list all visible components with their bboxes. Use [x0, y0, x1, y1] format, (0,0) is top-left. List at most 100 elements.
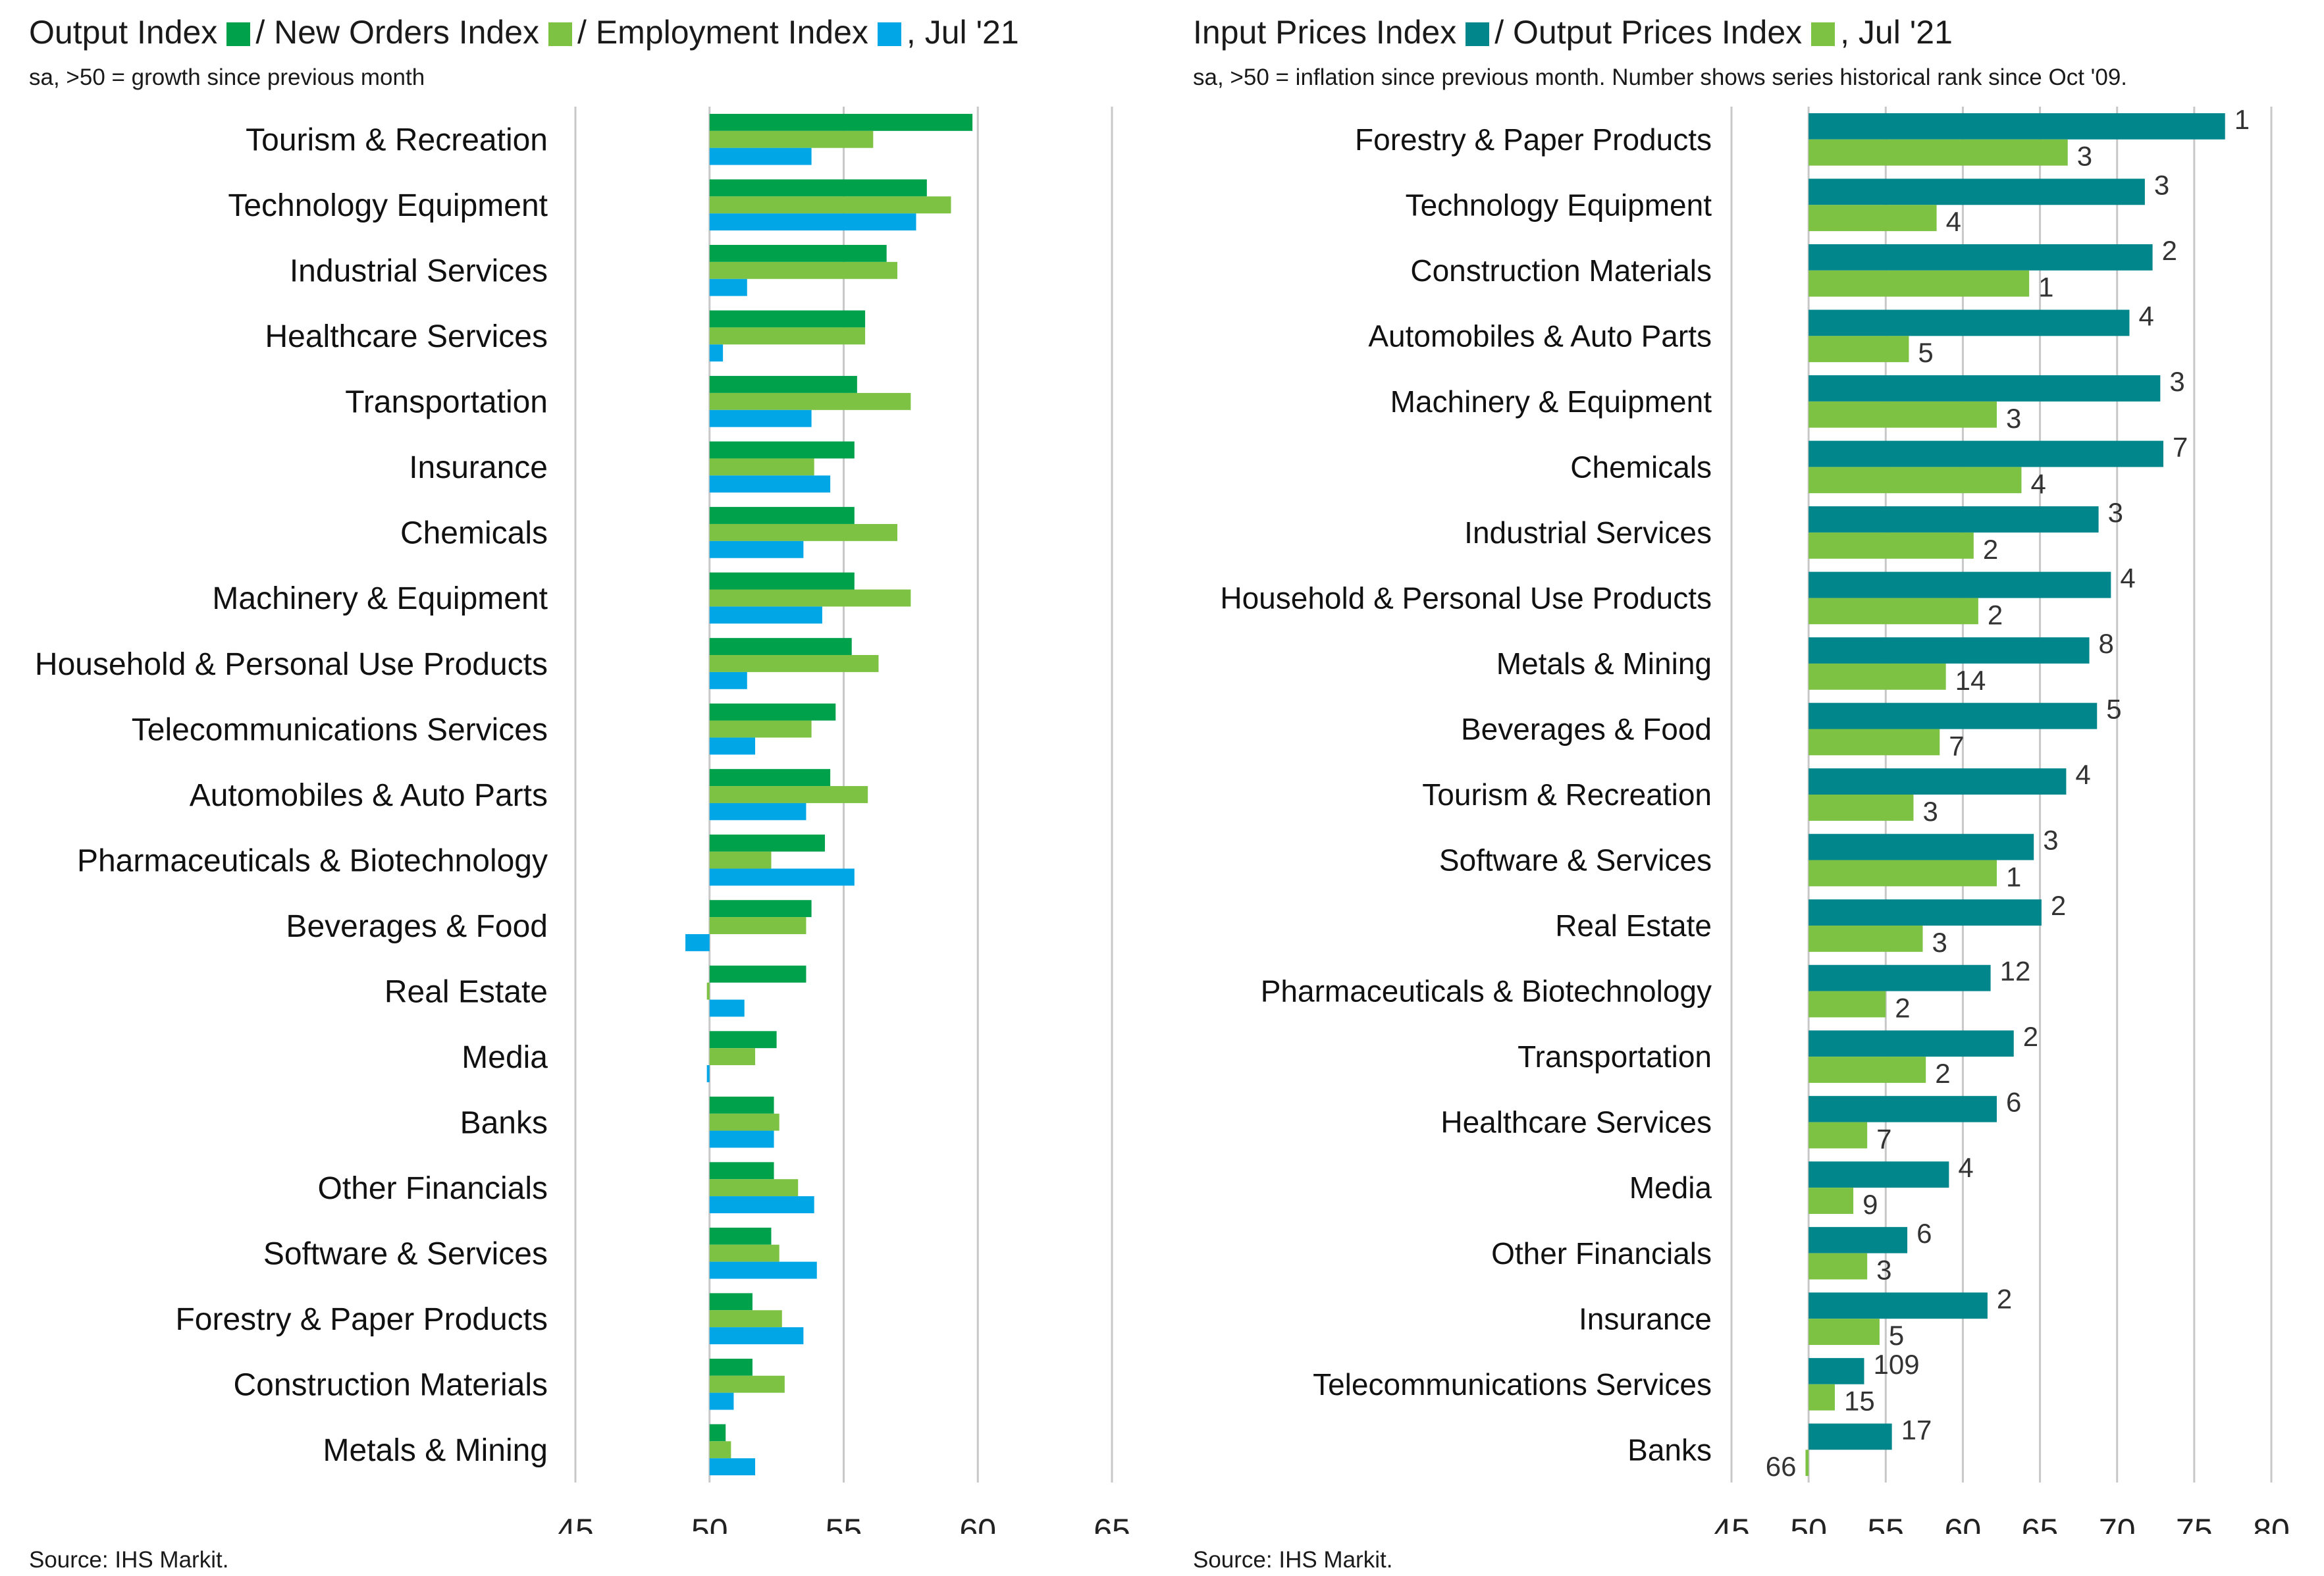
input-prices-legend-swatch	[1466, 22, 1490, 46]
right-bar-output-prices-index-industrial-services	[1809, 532, 1974, 559]
left-bar-employment-index-chemicals	[709, 540, 804, 558]
left-bar-employment-index-pharmaceuticals-and-biotechnology	[709, 868, 855, 886]
right-category-label: Automobiles & Auto Parts	[1368, 319, 1712, 353]
left-bar-output-index-automobiles-and-auto-parts	[709, 769, 831, 787]
right-rank-label: 4	[2120, 563, 2135, 594]
left-bar-employment-index-construction-materials	[709, 1392, 734, 1410]
left-bar-new-orders-index-telecommunications-services	[709, 720, 812, 738]
right-rank-label: 2	[1988, 599, 2003, 630]
left-category-label: Construction Materials	[233, 1368, 548, 1403]
left-bar-output-index-real-estate	[709, 965, 806, 983]
right-bar-output-prices-index-chemicals	[1809, 467, 2022, 494]
right-rank-label: 7	[1949, 730, 1964, 761]
right-bar-output-prices-index-household-and-personal-use-products	[1809, 598, 1978, 625]
left-x-tick-label: 60	[959, 1512, 996, 1534]
right-rank-label: 2	[1983, 534, 1998, 565]
left-bar-output-index-transportation	[709, 376, 857, 393]
right-rank-label: 7	[2173, 431, 2188, 462]
right-rank-label: 2	[1895, 992, 1910, 1023]
left-bar-output-index-banks	[709, 1096, 774, 1114]
left-category-label: Insurance	[409, 450, 548, 485]
left-bar-employment-index-transportation	[709, 409, 812, 427]
left-title-employment: / Employment Index	[577, 14, 868, 51]
right-rank-label: 6	[2006, 1087, 2021, 1118]
right-bar-output-prices-index-beverages-and-food	[1809, 729, 1940, 756]
right-category-label: Technology Equipment	[1406, 188, 1712, 222]
right-rank-label: 4	[1946, 206, 1961, 237]
left-bar-employment-index-healthcare-services	[709, 344, 724, 362]
left-category-label: Forestry & Paper Products	[175, 1302, 548, 1337]
right-rank-label: 8	[2099, 628, 2114, 659]
left-bar-new-orders-index-household-and-personal-use-products	[709, 655, 879, 672]
right-rank-label: 2	[1935, 1058, 1950, 1089]
left-bar-employment-index-banks	[709, 1130, 774, 1148]
right-bar-output-prices-index-banks	[1805, 1450, 1809, 1477]
right-rank-label: 7	[1876, 1124, 1891, 1155]
left-category-label: Beverages & Food	[286, 909, 548, 944]
right-x-tick-label: 75	[2176, 1512, 2213, 1534]
right-category-label: Telecommunications Services	[1313, 1367, 1712, 1402]
left-category-label: Media	[462, 1040, 548, 1075]
right-rank-label: 1	[2006, 861, 2021, 892]
right-rank-label: 5	[1889, 1320, 1904, 1351]
left-title-new-orders: / New Orders Index	[255, 14, 540, 51]
right-bar-output-prices-index-software-and-services	[1809, 860, 1997, 887]
right-x-tick-label: 80	[2253, 1512, 2290, 1534]
left-bar-new-orders-index-insurance	[709, 458, 814, 476]
left-bar-employment-index-software-and-services	[709, 1261, 817, 1279]
left-bar-output-index-tourism-and-recreation	[709, 113, 973, 131]
left-bar-new-orders-index-banks	[709, 1113, 779, 1131]
left-x-tick-label: 45	[557, 1512, 594, 1534]
left-bar-new-orders-index-software-and-services	[709, 1244, 779, 1262]
right-rank-label: 3	[1932, 927, 1947, 958]
left-category-label: Tourism & Recreation	[246, 123, 548, 158]
right-bar-input-prices-index-household-and-personal-use-products	[1809, 571, 2111, 598]
right-bar-output-prices-index-automobiles-and-auto-parts	[1809, 336, 1909, 363]
right-bar-input-prices-index-machinery-and-equipment	[1809, 375, 2161, 402]
left-bar-employment-index-metals-and-mining	[709, 1458, 756, 1476]
right-category-label: Transportation	[1518, 1039, 1712, 1074]
right-x-tick-label: 70	[2099, 1512, 2136, 1534]
right-category-label: Banks	[1627, 1432, 1712, 1467]
right-bar-output-prices-index-machinery-and-equipment	[1809, 401, 1997, 428]
left-bar-new-orders-index-tourism-and-recreation	[709, 130, 874, 148]
right-bar-input-prices-index-real-estate	[1809, 899, 2042, 926]
left-bar-employment-index-automobiles-and-auto-parts	[709, 802, 806, 820]
right-chart-subtitle: sa, >50 = inflation since previous month…	[1193, 65, 2128, 90]
left-title-output: Output Index	[29, 14, 218, 51]
right-bar-input-prices-index-software-and-services	[1809, 833, 2034, 860]
right-bar-output-prices-index-technology-equipment	[1809, 205, 1937, 232]
right-bar-input-prices-index-beverages-and-food	[1809, 702, 2098, 729]
right-bar-input-prices-index-automobiles-and-auto-parts	[1809, 309, 2130, 336]
right-title-date: , Jul '21	[1840, 14, 1953, 51]
left-bar-output-index-beverages-and-food	[709, 900, 812, 918]
right-x-tick-label: 60	[1945, 1512, 1982, 1534]
right-bar-input-prices-index-insurance	[1809, 1292, 1988, 1319]
left-bar-new-orders-index-pharmaceuticals-and-biotechnology	[709, 851, 772, 869]
right-category-label: Beverages & Food	[1461, 712, 1712, 747]
left-title-date: , Jul '21	[906, 14, 1019, 51]
left-category-label: Pharmaceuticals & Biotechnology	[77, 843, 548, 878]
left-bar-employment-index-forestry-and-paper-products	[709, 1327, 804, 1345]
employment-legend-swatch	[877, 22, 901, 46]
left-bar-new-orders-index-construction-materials	[709, 1375, 785, 1393]
right-bar-output-prices-index-healthcare-services	[1809, 1122, 1868, 1149]
right-rank-label: 9	[1862, 1189, 1878, 1220]
new-orders-legend-swatch	[548, 22, 573, 46]
left-bar-output-index-telecommunications-services	[709, 703, 836, 721]
right-bar-input-prices-index-industrial-services	[1809, 506, 2099, 533]
right-category-label: Machinery & Equipment	[1390, 384, 1712, 419]
left-bar-output-index-insurance	[709, 441, 855, 459]
right-category-label: Forestry & Paper Products	[1355, 122, 1712, 157]
right-rank-label: 3	[2154, 169, 2169, 200]
right-bar-input-prices-index-transportation	[1809, 1030, 2014, 1057]
right-rank-label: 2	[2162, 235, 2177, 266]
right-bar-output-prices-index-construction-materials	[1809, 270, 2030, 297]
left-category-label: Automobiles & Auto Parts	[190, 778, 548, 813]
right-title-input-prices: Input Prices Index	[1193, 14, 1457, 51]
left-bar-chart: 45 50 55 60 65 Tourism & Recreation Technology…	[35, 107, 1130, 1534]
right-x-tick-label: 50	[1790, 1512, 1827, 1534]
right-bar-output-prices-index-insurance	[1809, 1319, 1880, 1345]
right-rank-label: 3	[1876, 1255, 1891, 1286]
right-x-tick-label: 65	[2022, 1512, 2059, 1534]
